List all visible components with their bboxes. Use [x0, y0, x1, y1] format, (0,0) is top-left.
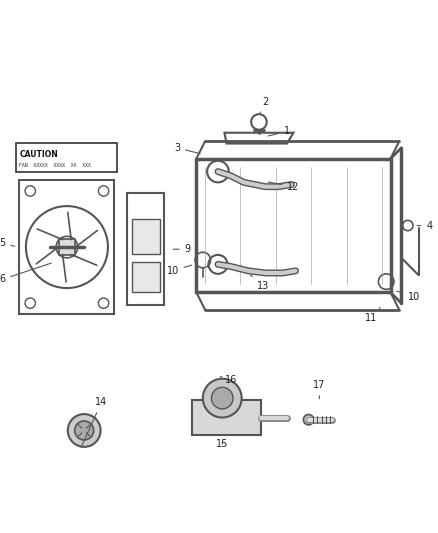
Text: 3: 3 — [174, 143, 200, 154]
Text: 12: 12 — [268, 182, 300, 192]
Text: 10: 10 — [397, 291, 420, 302]
Text: 2: 2 — [260, 96, 268, 113]
Circle shape — [304, 415, 314, 425]
Circle shape — [203, 378, 242, 417]
Text: 17: 17 — [313, 380, 325, 399]
Text: 10: 10 — [166, 265, 191, 276]
Text: 1: 1 — [268, 126, 290, 136]
Text: FAN  XXXXX  XXXX  XX  XXX: FAN XXXXX XXXX XX XXX — [19, 163, 92, 168]
Bar — [132, 219, 160, 254]
Text: 13: 13 — [250, 275, 269, 291]
Text: 11: 11 — [365, 308, 380, 324]
Circle shape — [212, 387, 233, 409]
Text: 5: 5 — [0, 238, 14, 248]
Text: 16: 16 — [220, 375, 237, 384]
Bar — [132, 262, 160, 293]
Text: 9: 9 — [173, 244, 191, 254]
Text: 14: 14 — [81, 398, 108, 447]
Bar — [59, 239, 75, 255]
Text: CAUTION: CAUTION — [19, 150, 58, 159]
Text: 4: 4 — [417, 221, 432, 230]
Bar — [127, 193, 164, 305]
Circle shape — [75, 421, 94, 440]
Circle shape — [68, 414, 101, 447]
Bar — [192, 400, 261, 435]
Bar — [19, 180, 114, 314]
Text: 15: 15 — [216, 439, 229, 449]
FancyBboxPatch shape — [17, 143, 117, 173]
Text: 6: 6 — [0, 263, 51, 285]
